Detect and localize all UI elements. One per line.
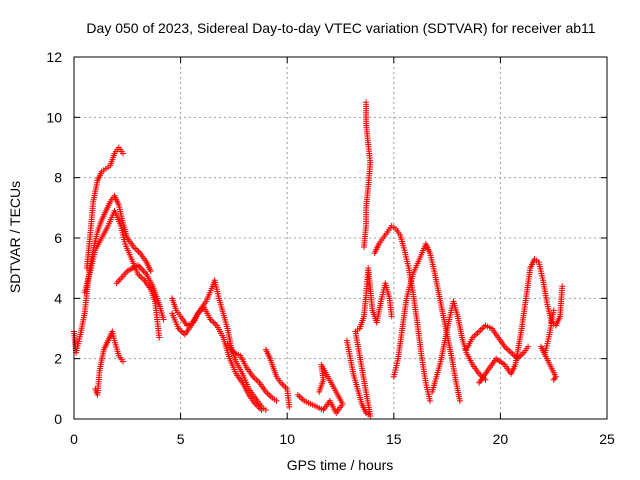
data-point [286,403,293,410]
grid-lines [74,57,607,419]
data-point [508,349,515,356]
axes: 0 5 10 15 20 25 0 2 4 6 8 10 12 [46,49,615,447]
data-point [474,330,481,337]
data-point [479,325,486,332]
series-tracks-7-9h [224,340,280,404]
series-tracks-10-13h [294,361,346,416]
data-point [273,397,280,404]
data-point [257,405,264,412]
data-point [209,317,216,324]
data-point [296,393,303,400]
data-point [506,348,513,355]
y-tick-label: 10 [46,109,62,125]
data-point [316,388,323,395]
data-point [140,268,147,275]
data-point [135,248,142,255]
series-tracks-spike-14h [360,99,374,251]
y-tick-label: 8 [54,170,62,186]
y-tick-label: 6 [54,230,62,246]
data-point [133,247,140,254]
series-tracks-9-10h [262,346,293,410]
data-point [264,390,271,397]
plot-frame [73,56,608,420]
data-point [294,391,301,398]
series-tracks-5-7h [169,277,269,413]
x-axis-label: GPS time / hours [287,457,394,473]
series-tracks-descent [113,262,167,323]
data-points [71,99,566,419]
data-point [504,346,511,353]
x-tick-label: 15 [386,431,402,447]
x-tick-label: 20 [493,431,509,447]
x-tick-label: 10 [279,431,295,447]
data-point [258,406,265,413]
chart-title: Day 050 of 2023, Sidereal Day-to-day VTE… [86,20,595,36]
data-point [472,331,479,338]
series-tracks-19-23h [476,256,566,386]
data-point [156,334,163,341]
data-point [266,391,273,398]
data-point [120,358,127,365]
data-point [476,328,483,335]
series-tracks-13-16h [343,265,395,419]
series-tracks-mid-morning [81,207,163,341]
data-point [139,266,146,273]
y-tick-label: 4 [54,290,62,306]
x-tick-label: 25 [599,431,615,447]
data-point [360,244,367,251]
series-tracks-peak-9 [83,144,127,272]
series-tracks-low-morning [92,328,127,398]
x-tick-label: 5 [177,431,185,447]
data-point [480,323,487,330]
y-tick-label: 12 [46,49,62,65]
series-tracks-18-21h [463,322,532,362]
data-point [160,316,167,323]
data-point [559,283,566,290]
data-point [254,378,261,385]
data-point [279,381,286,388]
data-point [178,328,185,335]
data-point [253,376,260,383]
series-tracks-15-18h [390,241,463,404]
data-point [210,319,217,326]
data-point [503,345,510,352]
data-point [550,307,557,314]
data-point [388,313,395,320]
data-point [147,268,154,275]
y-axis-label: SDTVAR / TECUs [7,181,23,293]
data-point [471,333,478,340]
data-point [136,263,143,270]
x-tick-label: 0 [70,431,78,447]
data-point [120,150,127,157]
data-point [298,394,305,401]
data-point [132,245,139,252]
y-tick-label: 2 [54,351,62,367]
data-point [427,397,434,404]
series-tracks-late-isolated [537,307,559,383]
series-tracks-5-7h-b [169,304,265,413]
data-point [517,352,524,359]
data-point [251,375,258,382]
y-tick-label: 0 [54,411,62,427]
data-point [267,393,274,400]
data-point [138,274,145,281]
data-point [456,397,463,404]
series-tracks-16-19h [429,298,489,395]
data-point [212,320,219,327]
data-point [525,343,532,350]
data-point [477,327,484,334]
data-point [281,382,288,389]
